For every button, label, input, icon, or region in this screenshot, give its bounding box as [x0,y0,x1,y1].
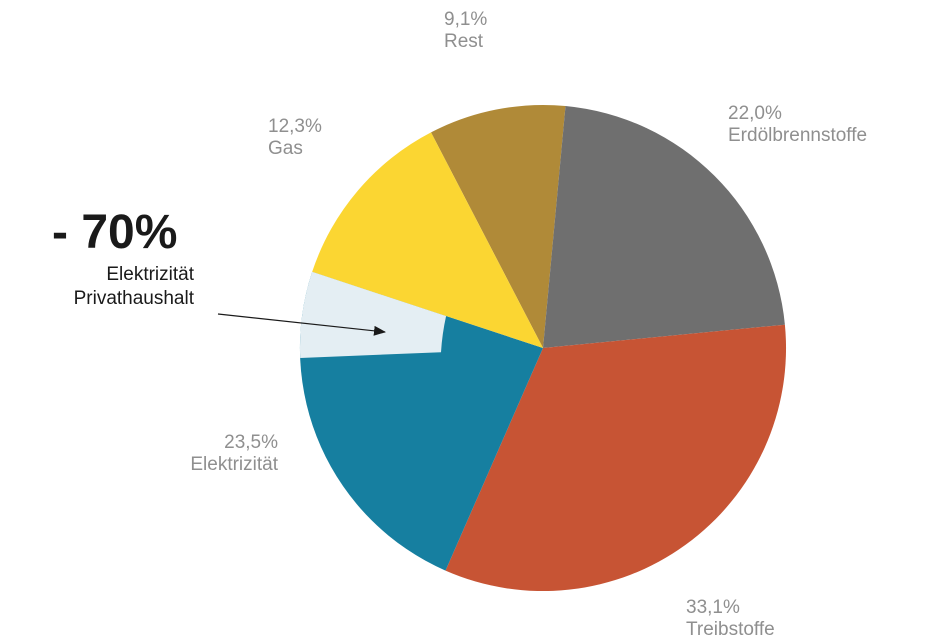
callout-label-line2: Privathaushalt [73,288,194,309]
pie-slice-elektrizitaet-privathaushalt [299,271,447,358]
slice-label-elektrizitaet: 23,5% Elektrizität [190,432,278,476]
callout-pointer-line [217,313,386,336]
slice-percent-rest: 9,1% [444,9,488,30]
pie-slice-treibstoffe [445,324,787,592]
slice-name-erdoelbrennstoffe: Erdölbrennstoffe [728,125,868,146]
callout-value: - 70% [52,206,178,259]
slice-label-erdoelbrennstoffe: 22,0% Erdölbrennstoffe [728,103,867,147]
slice-percent-elektrizitaet: 23,5% [224,432,278,453]
callout-label: Elektrizität Privathaushalt [74,263,194,311]
pie-slice-erdölbrennstoffe [543,106,785,348]
slice-name-elektrizitaet: Elektrizität [190,454,278,475]
slice-name-treibstoffe: Treibstoffe [686,619,775,640]
slice-percent-treibstoffe: 33,1% [686,597,740,618]
slice-percent-erdoelbrennstoffe: 22,0% [728,103,782,124]
slice-percent-gas: 12,3% [268,116,322,137]
callout-label-line1: Elektrizität [106,264,194,285]
pie-slice-rest [431,104,566,348]
slice-label-rest: 9,1% Rest [444,9,487,53]
slice-label-gas: 12,3% Gas [268,116,322,160]
pie-slice-gas [312,132,543,348]
slice-label-treibstoffe: 33,1% Treibstoffe [686,597,775,641]
slice-name-rest: Rest [444,31,484,52]
slice-name-gas: Gas [268,138,303,159]
